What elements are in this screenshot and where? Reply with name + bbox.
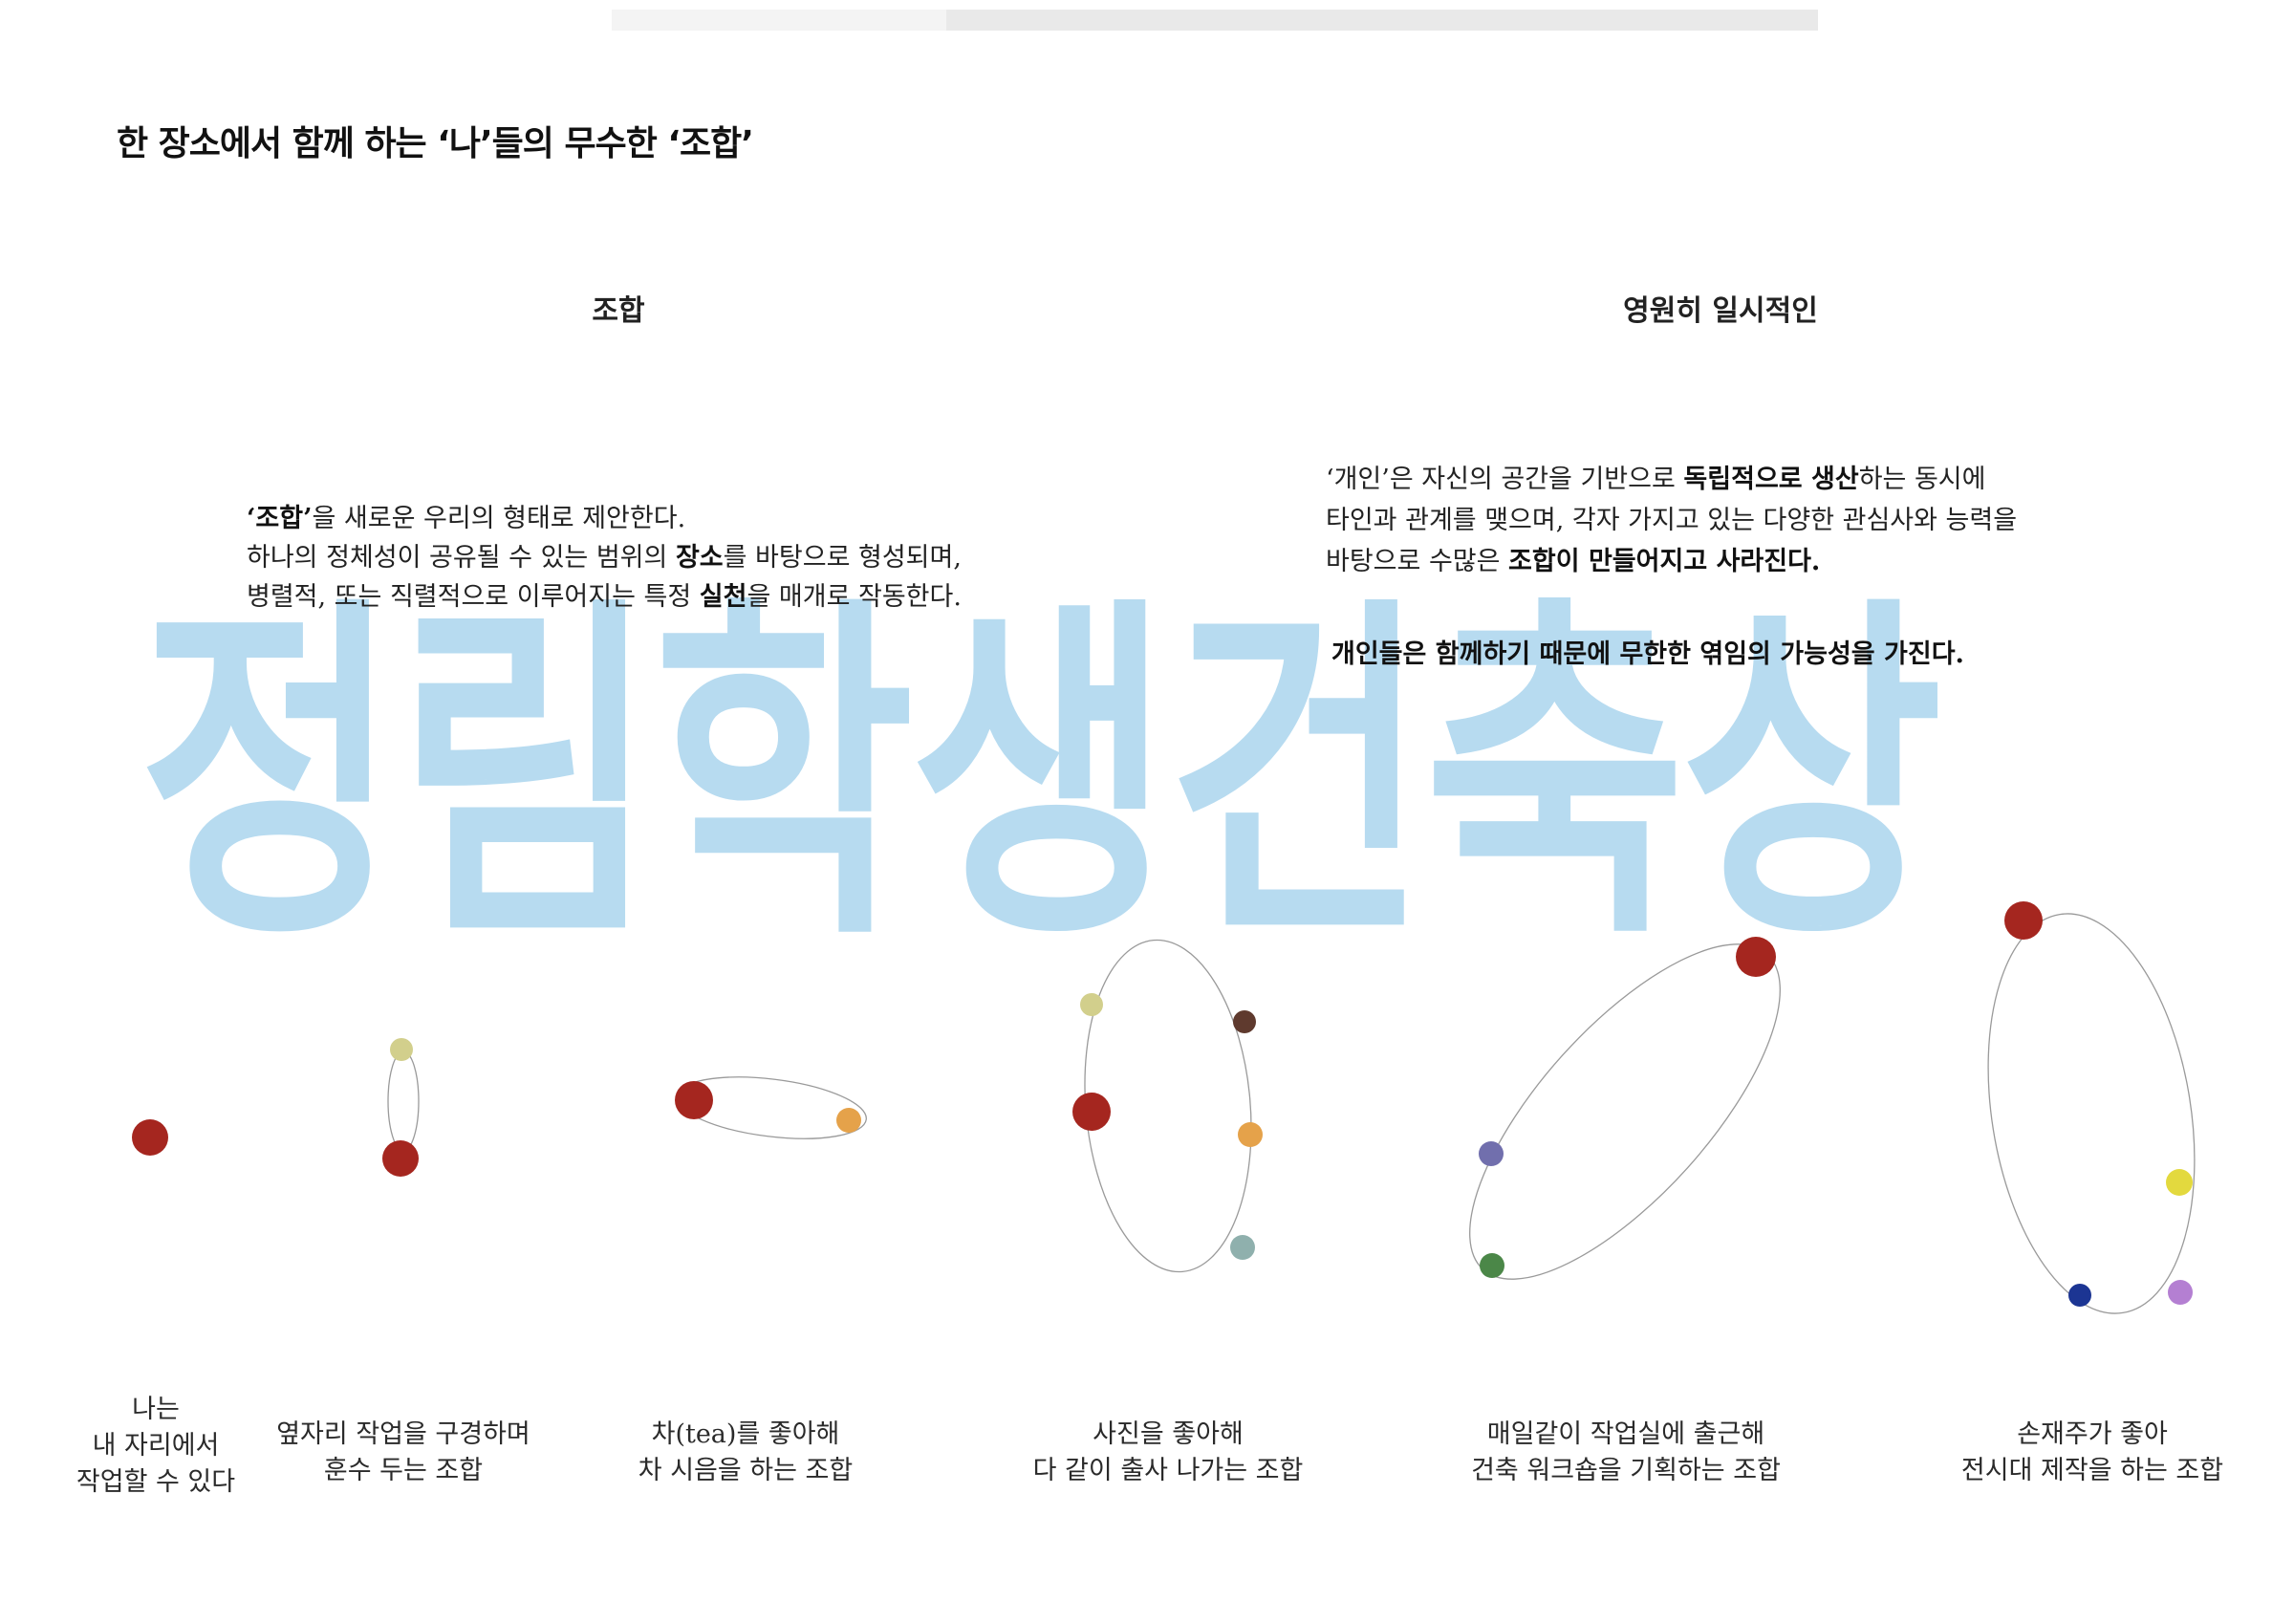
photo-outing-member-dot [1230,1235,1255,1260]
paragraph-line: ‘조합’을 새로운 우리의 형태로 제안한다. [247,504,686,533]
caption-line: 차 시음을 하는 조합 [638,1456,854,1485]
neighbor-kibitz-orbit-ellipse [387,1050,420,1152]
handcraft-exhibit-orbit-ellipse [1987,913,2196,1314]
solo-work-member-dot [132,1119,168,1156]
caption-line: 건축 워크숍을 기획하는 조합 [1471,1456,1781,1485]
paragraph-line: 하나의 정체성이 공유될 수 있는 범위의 장소를 바탕으로 형성되며, [247,543,962,573]
neighbor-kibitz-member-dot [390,1038,413,1061]
handcraft-exhibit-member-dot [2004,901,2043,940]
daily-workshop-member-dot [1736,937,1776,977]
caption-line: 훈수 두는 조합 [323,1456,484,1485]
photo-outing-member-dot [1072,1093,1111,1131]
handcraft-exhibit-member-dot [2068,1284,2091,1307]
neighbor-kibitz-member-dot [382,1140,419,1177]
right-column-heading: 영원히 일시적인 [1623,294,1818,328]
caption-line: 다 같이 출사 나가는 조합 [1032,1456,1304,1485]
left-paragraph: ‘조합’을 새로운 우리의 형태로 제안한다. 하나의 정체성이 공유될 수 있는… [247,499,962,617]
tea-tasting-member-dot [675,1081,713,1119]
paragraph-line: 바탕으로 수많은 조합이 만들어지고 사라진다. [1326,547,1821,576]
caption-line: 차(tea)를 좋아해 [651,1419,840,1449]
photo-outing-member-dot [1080,993,1103,1016]
right-emphasis-line: 개인들은 함께하기 때문에 무한한 엮임의 가능성을 가진다. [1331,639,1964,669]
left-column-heading: 조합 [592,294,645,328]
caption-line: 전시대 제작을 하는 조합 [1960,1456,2224,1485]
scan-artifact-strip-light [612,10,946,31]
caption-line: 손재주가 좋아 [2017,1419,2168,1449]
caption-line: 작업할 수 있다 [76,1467,236,1497]
paragraph-line: 타인과 관계를 맺으며, 각자 가지고 있는 다양한 관심사와 능력을 [1326,506,2018,535]
daily-workshop-member-dot [1480,1253,1504,1278]
caption-line: 나는 [132,1395,180,1424]
handcraft-exhibit-member-dot [2168,1280,2193,1305]
paragraph-line: 병렬적, 또는 직렬적으로 이루어지는 특정 실천을 매개로 작동한다. [247,582,962,612]
scan-artifact-strip-dark [946,10,1818,31]
photo-outing-member-dot [1233,1010,1256,1033]
caption-line: 사진을 좋아해 [1093,1419,1244,1449]
daily-workshop-member-dot [1479,1141,1504,1166]
handcraft-exhibit-member-dot [2166,1169,2193,1196]
photo-outing-member-dot [1238,1122,1263,1147]
paragraph-line: ‘개인’은 자신의 공간을 기반으로 독립적으로 생산하는 동시에 [1326,465,1986,494]
award-watermark-text: 정림학생건축상 [139,569,1943,983]
caption-line: 옆자리 작업을 구경하며 [276,1419,530,1449]
page-title: 한 장소에서 함께 하는 ‘나’들의 무수한 ‘조합’ [117,124,754,164]
caption-line: 내 자리에서 [92,1431,220,1461]
caption-line: 매일같이 작업실에 출근해 [1486,1419,1765,1449]
tea-tasting-member-dot [836,1108,861,1133]
